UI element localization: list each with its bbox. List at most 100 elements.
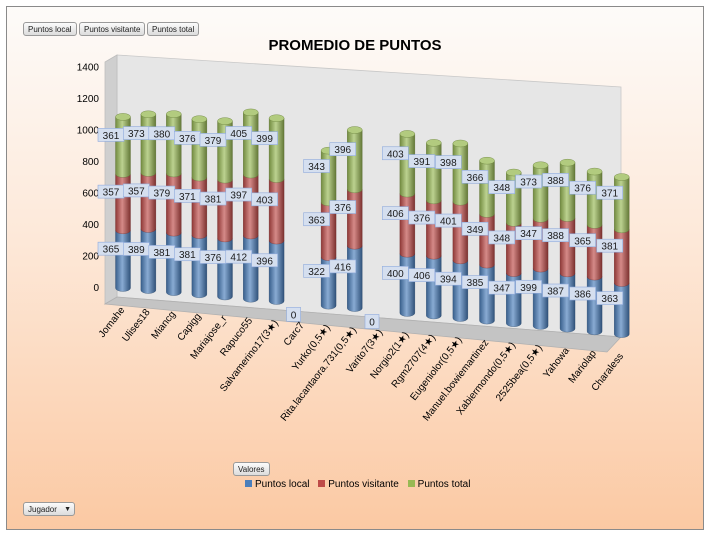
data-label-box bbox=[569, 286, 596, 301]
bar-segment-total bbox=[268, 118, 285, 183]
bar-top-cap bbox=[399, 130, 416, 138]
data-label-box bbox=[382, 206, 409, 220]
data-label: 406 bbox=[387, 209, 404, 220]
data-label: 412 bbox=[230, 253, 247, 264]
data-label-box bbox=[515, 174, 542, 189]
field-button-valores[interactable]: Valores bbox=[233, 462, 270, 476]
data-label: 363 bbox=[601, 294, 618, 305]
stacked-bar-chart: 0200400600800100012001400365357361Jomahe… bbox=[77, 54, 630, 424]
data-label: 381 bbox=[601, 242, 618, 253]
data-label: 357 bbox=[103, 188, 120, 199]
bar-segment-total bbox=[347, 129, 363, 193]
bar-segment-local bbox=[452, 260, 468, 322]
data-label: 347 bbox=[493, 284, 510, 295]
data-label-box bbox=[596, 185, 624, 200]
bar-stack: 381 379 380 bbox=[148, 110, 182, 296]
bar-stack: 416 376 396 bbox=[329, 126, 363, 312]
bar-segment-local bbox=[347, 245, 363, 312]
data-label: 400 bbox=[387, 269, 404, 280]
bar-segment-local bbox=[426, 255, 442, 320]
bar-segment-visitante bbox=[166, 173, 182, 237]
y-tick-label: 1400 bbox=[77, 63, 100, 74]
y-tick-label: 1200 bbox=[77, 94, 100, 105]
data-label-box bbox=[251, 192, 278, 207]
data-label: 376 bbox=[334, 203, 351, 214]
data-label-box bbox=[251, 253, 278, 268]
bar-stack: 0 bbox=[364, 314, 380, 329]
category-label: Eugeniolor(0,5★) bbox=[408, 335, 464, 403]
data-label: 373 bbox=[520, 178, 537, 189]
data-label-box bbox=[569, 233, 596, 248]
chart-frame: Puntos local Puntos visitante Puntos tot… bbox=[6, 6, 704, 530]
data-label: 394 bbox=[440, 275, 457, 286]
data-label: 399 bbox=[520, 283, 537, 294]
data-label: 380 bbox=[153, 129, 170, 140]
legend-swatch-visitante bbox=[318, 480, 326, 487]
data-label-box bbox=[408, 210, 436, 225]
category-label: Miancg bbox=[150, 309, 179, 341]
data-label-box bbox=[329, 200, 357, 214]
jugador-label: Jugador bbox=[28, 505, 57, 514]
bar-top-cap bbox=[140, 110, 157, 118]
bar-segment-local bbox=[115, 230, 131, 292]
data-label-box bbox=[435, 271, 462, 286]
legend-label-visitante: Puntos visitante bbox=[328, 479, 399, 490]
data-label: 388 bbox=[547, 176, 564, 187]
data-label: 416 bbox=[334, 262, 351, 273]
data-label-box bbox=[569, 180, 596, 195]
bar-segment-total bbox=[115, 116, 131, 178]
legend-item-total: Puntos total bbox=[407, 479, 470, 490]
dropdown-arrow-icon: ▼ bbox=[64, 506, 71, 513]
bar-top-cap bbox=[268, 114, 285, 122]
bar-segment-total bbox=[614, 176, 630, 233]
bar-stack: 363 381 371 bbox=[596, 173, 630, 338]
data-label: 397 bbox=[230, 191, 247, 202]
data-label: 381 bbox=[179, 250, 196, 261]
data-label-box bbox=[461, 275, 489, 289]
bar-top-cap bbox=[347, 126, 363, 134]
bar-stack: 406 376 391 bbox=[408, 139, 442, 320]
data-label: 399 bbox=[256, 134, 273, 145]
bar-segment-local bbox=[166, 232, 182, 296]
data-label-box bbox=[303, 212, 330, 227]
side-wall bbox=[104, 54, 118, 305]
bar-top-cap bbox=[243, 108, 259, 117]
data-label: 388 bbox=[547, 231, 564, 242]
bar-segment-visitante bbox=[268, 178, 285, 245]
chart-title: PROMEDIO DE PUNTOS bbox=[268, 37, 442, 54]
data-label-box bbox=[303, 159, 330, 173]
data-label: 366 bbox=[467, 173, 484, 184]
category-label: Carc7 bbox=[282, 320, 307, 348]
data-label: 348 bbox=[493, 183, 510, 194]
field-button-jugador[interactable]: Jugador ▼ bbox=[23, 502, 75, 516]
y-tick-label: 1000 bbox=[77, 126, 100, 137]
data-label-box bbox=[488, 280, 516, 295]
data-label: 322 bbox=[308, 267, 325, 278]
field-button-puntos-visitante[interactable]: Puntos visitante bbox=[79, 22, 146, 36]
data-label-box bbox=[542, 283, 569, 298]
bar-stack: 400 406 403 bbox=[382, 130, 416, 317]
data-label-box bbox=[382, 146, 409, 161]
bar-top-cap bbox=[586, 167, 603, 176]
bar-top-cap bbox=[506, 168, 522, 177]
bar-stack: 387 388 388 bbox=[542, 158, 576, 333]
bar-segment-visitante bbox=[140, 172, 156, 233]
bar-segment-total bbox=[586, 171, 603, 229]
bar-segment-total bbox=[140, 114, 156, 177]
bar-top-cap bbox=[426, 139, 442, 147]
data-label-box bbox=[488, 230, 516, 245]
bar-segment-local bbox=[191, 235, 207, 298]
legend: Puntos local Puntos visitante Puntos tot… bbox=[245, 479, 476, 490]
data-label: 385 bbox=[467, 278, 484, 289]
bar-top-cap bbox=[166, 110, 182, 118]
bar-stack: 412 397 405 bbox=[225, 108, 259, 303]
bar-segment-local bbox=[268, 240, 285, 305]
data-label-box bbox=[251, 131, 278, 145]
data-label: 371 bbox=[601, 189, 618, 200]
bar-segment-visitante bbox=[243, 174, 259, 240]
data-label: 348 bbox=[493, 233, 510, 244]
y-tick-label: 600 bbox=[82, 189, 99, 200]
field-button-puntos-total[interactable]: Puntos total bbox=[147, 22, 200, 36]
data-label-box bbox=[515, 226, 542, 241]
field-button-puntos-local[interactable]: Puntos local bbox=[23, 22, 77, 36]
